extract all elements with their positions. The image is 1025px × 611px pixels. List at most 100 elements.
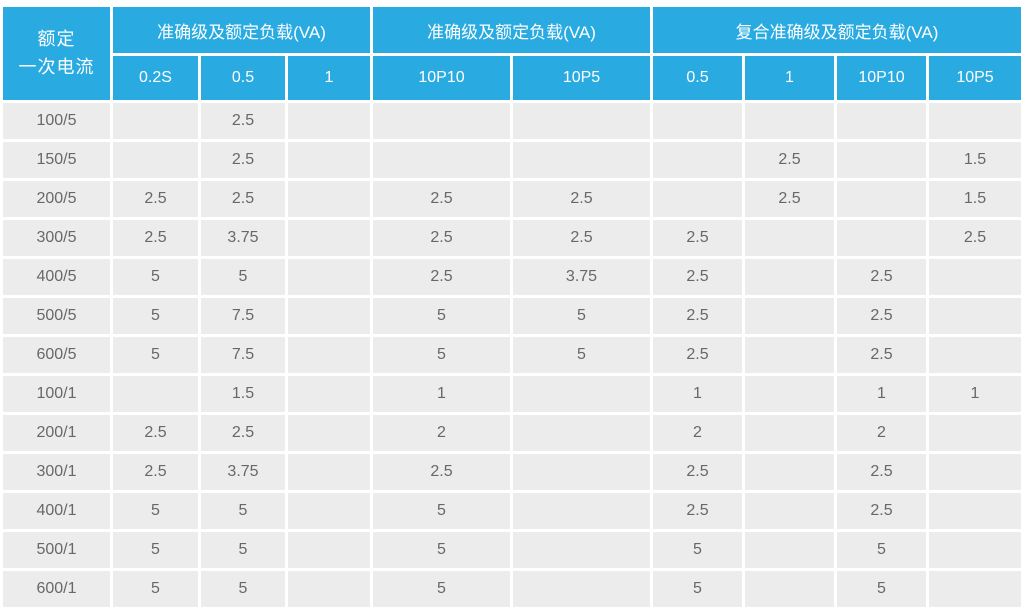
value-cell bbox=[929, 298, 1021, 334]
value-cell bbox=[513, 142, 650, 178]
value-cell bbox=[288, 298, 370, 334]
value-cell bbox=[745, 103, 834, 139]
value-cell bbox=[929, 532, 1021, 568]
value-cell: 3.75 bbox=[513, 259, 650, 295]
value-cell: 5 bbox=[113, 298, 198, 334]
value-cell: 5 bbox=[201, 571, 285, 607]
value-cell: 5 bbox=[113, 493, 198, 529]
row-label: 500/1 bbox=[3, 532, 110, 568]
value-cell bbox=[837, 142, 926, 178]
table-header: 额定 一次电流 准确级及额定负载(VA) 准确级及额定负载(VA) 复合准确级及… bbox=[3, 7, 1021, 100]
value-cell bbox=[513, 415, 650, 451]
value-cell bbox=[837, 220, 926, 256]
table-row: 200/1 2.5 2.5 2 2 2 bbox=[3, 415, 1021, 451]
value-cell: 5 bbox=[201, 493, 285, 529]
value-cell: 2.5 bbox=[201, 415, 285, 451]
value-cell: 2.5 bbox=[653, 259, 742, 295]
value-cell bbox=[288, 181, 370, 217]
value-cell: 2.5 bbox=[837, 337, 926, 373]
value-cell: 2.5 bbox=[837, 259, 926, 295]
value-cell bbox=[113, 376, 198, 412]
row-label: 600/5 bbox=[3, 337, 110, 373]
value-cell: 5 bbox=[201, 532, 285, 568]
table-body: 100/5 2.5 150/5 2.5 2.5 1.5 200/5 2.5 2.5 2.5 2.5 2… bbox=[3, 103, 1021, 607]
value-cell: 2.5 bbox=[929, 220, 1021, 256]
value-cell: 5 bbox=[373, 298, 510, 334]
row-label: 500/5 bbox=[3, 298, 110, 334]
value-cell: 7.5 bbox=[201, 337, 285, 373]
value-cell bbox=[653, 181, 742, 217]
value-cell bbox=[745, 376, 834, 412]
value-cell: 5 bbox=[513, 337, 650, 373]
value-cell bbox=[929, 337, 1021, 373]
value-cell: 2.5 bbox=[201, 103, 285, 139]
value-cell bbox=[929, 259, 1021, 295]
value-cell bbox=[745, 298, 834, 334]
col-header-10P10-g2: 10P10 bbox=[373, 56, 510, 100]
table-row: 150/5 2.5 2.5 1.5 bbox=[3, 142, 1021, 178]
value-cell bbox=[113, 142, 198, 178]
value-cell: 2.5 bbox=[373, 181, 510, 217]
row-label: 100/1 bbox=[3, 376, 110, 412]
value-cell bbox=[513, 454, 650, 490]
value-cell bbox=[373, 103, 510, 139]
value-cell bbox=[745, 493, 834, 529]
value-cell bbox=[745, 259, 834, 295]
value-cell bbox=[745, 454, 834, 490]
value-cell: 2.5 bbox=[653, 454, 742, 490]
sub-header-row: 0.2S 0.5 1 10P10 10P5 0.5 1 10P10 10P5 bbox=[3, 56, 1021, 100]
value-cell bbox=[929, 571, 1021, 607]
table-row: 400/1 5 5 5 2.5 2.5 bbox=[3, 493, 1021, 529]
value-cell: 2.5 bbox=[113, 415, 198, 451]
row-label: 200/5 bbox=[3, 181, 110, 217]
table-row: 600/5 5 7.5 5 5 2.5 2.5 bbox=[3, 337, 1021, 373]
table-row: 400/5 5 5 2.5 3.75 2.5 2.5 bbox=[3, 259, 1021, 295]
value-cell: 2.5 bbox=[113, 454, 198, 490]
value-cell bbox=[513, 571, 650, 607]
value-cell bbox=[929, 103, 1021, 139]
table-row: 500/5 5 7.5 5 5 2.5 2.5 bbox=[3, 298, 1021, 334]
col-header-0.5-g3: 0.5 bbox=[653, 56, 742, 100]
value-cell: 2.5 bbox=[373, 220, 510, 256]
value-cell bbox=[513, 103, 650, 139]
row-label: 100/5 bbox=[3, 103, 110, 139]
value-cell bbox=[929, 415, 1021, 451]
row-label: 400/5 bbox=[3, 259, 110, 295]
value-cell: 5 bbox=[113, 571, 198, 607]
col-header-1-g3: 1 bbox=[745, 56, 834, 100]
value-cell: 5 bbox=[113, 259, 198, 295]
value-cell: 2.5 bbox=[653, 337, 742, 373]
value-cell bbox=[745, 415, 834, 451]
col-header-10P5-g3: 10P5 bbox=[929, 56, 1021, 100]
value-cell bbox=[288, 103, 370, 139]
col-header-0.5-g1: 0.5 bbox=[201, 56, 285, 100]
value-cell bbox=[288, 532, 370, 568]
value-cell: 5 bbox=[837, 532, 926, 568]
value-cell: 5 bbox=[653, 532, 742, 568]
value-cell bbox=[288, 415, 370, 451]
value-cell: 2.5 bbox=[837, 493, 926, 529]
value-cell: 5 bbox=[513, 298, 650, 334]
value-cell: 2.5 bbox=[745, 142, 834, 178]
value-cell bbox=[837, 103, 926, 139]
value-cell: 7.5 bbox=[201, 298, 285, 334]
row-label: 300/5 bbox=[3, 220, 110, 256]
col-header-0.2S: 0.2S bbox=[113, 56, 198, 100]
value-cell: 1.5 bbox=[929, 142, 1021, 178]
value-cell: 2.5 bbox=[513, 181, 650, 217]
value-cell bbox=[513, 532, 650, 568]
value-cell bbox=[653, 103, 742, 139]
value-cell bbox=[113, 103, 198, 139]
value-cell: 2.5 bbox=[201, 181, 285, 217]
corner-header-line1: 额定 bbox=[37, 28, 76, 49]
value-cell: 2.5 bbox=[113, 181, 198, 217]
table-row: 300/5 2.5 3.75 2.5 2.5 2.5 2.5 bbox=[3, 220, 1021, 256]
value-cell: 5 bbox=[113, 337, 198, 373]
value-cell bbox=[288, 571, 370, 607]
value-cell: 2.5 bbox=[201, 142, 285, 178]
col-header-10P10-g3: 10P10 bbox=[837, 56, 926, 100]
value-cell: 1 bbox=[653, 376, 742, 412]
group-header-accuracy-load-2: 准确级及额定负载(VA) bbox=[373, 7, 650, 53]
value-cell: 5 bbox=[373, 337, 510, 373]
corner-header-line2: 一次电流 bbox=[18, 56, 95, 77]
